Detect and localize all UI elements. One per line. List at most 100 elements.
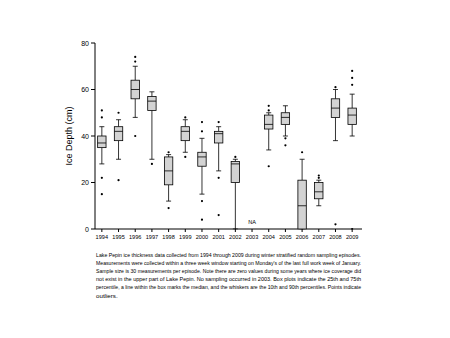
outlier <box>284 144 286 146</box>
box <box>181 127 189 141</box>
whisker-high <box>302 159 303 180</box>
y-tick-label: 60 <box>81 86 89 93</box>
median <box>214 133 222 134</box>
whisker-cap-low <box>199 194 204 195</box>
outlier <box>101 109 103 111</box>
whisker-cap-low <box>350 136 355 137</box>
whisker-cap-low <box>149 159 154 160</box>
caption-line: outliers. <box>96 292 118 299</box>
x-tick-label: 2001 <box>212 234 224 240</box>
caption-line: Sample size is 30 measurements per episo… <box>96 267 361 274</box>
y-tick <box>91 89 95 90</box>
x-tick <box>185 229 186 232</box>
box <box>114 127 122 141</box>
median <box>131 89 139 90</box>
whisker-cap-high <box>233 159 238 160</box>
whisker-high <box>218 127 219 132</box>
whisker-low <box>201 166 202 194</box>
outlier <box>218 214 220 216</box>
x-tick <box>252 229 253 232</box>
whisker-high <box>135 66 136 80</box>
x-tick <box>101 229 102 232</box>
whisker-high <box>185 120 186 127</box>
y-tick-label: 40 <box>81 133 89 140</box>
outlier <box>201 121 203 123</box>
box <box>98 136 106 148</box>
outlier <box>234 156 236 158</box>
outlier <box>151 163 153 165</box>
whisker-cap-high <box>283 105 288 106</box>
whisker-cap-low <box>116 159 121 160</box>
plot-area <box>98 56 357 230</box>
whisker-cap-high <box>333 89 338 90</box>
x-tick-label: 1998 <box>162 234 174 240</box>
whisker-low <box>168 185 169 201</box>
y-tick-label: 20 <box>81 179 89 186</box>
x-tick <box>218 229 219 232</box>
whisker-cap-low <box>266 149 271 150</box>
y-tick <box>91 43 95 44</box>
whisker-low <box>318 199 319 206</box>
outlier <box>284 137 286 139</box>
x-tick <box>335 229 336 232</box>
median <box>98 142 106 143</box>
x-tick-label: 2008 <box>329 234 341 240</box>
whisker-cap-low <box>283 136 288 137</box>
outlier <box>318 177 320 179</box>
box <box>281 113 289 125</box>
whisker-cap-high <box>149 91 154 92</box>
outlier <box>117 112 119 114</box>
x-tick <box>168 229 169 232</box>
x-tick-label: 2006 <box>296 234 308 240</box>
median <box>281 117 289 118</box>
x-tick-label: 1997 <box>146 234 158 240</box>
x-tick-label: 2004 <box>262 234 274 240</box>
x-tick-label: 2000 <box>196 234 208 240</box>
x-tick-label: 2002 <box>229 234 241 240</box>
box <box>348 108 356 124</box>
whisker-cap-low <box>99 163 104 164</box>
whisker-cap-high <box>116 119 121 120</box>
whisker-low <box>352 124 353 136</box>
y-tick-label: 0 <box>85 226 89 233</box>
x-tick-label: 1995 <box>112 234 124 240</box>
median <box>114 131 122 132</box>
x-tick <box>118 229 119 232</box>
outlier <box>334 223 336 225</box>
outlier <box>167 207 169 209</box>
x-tick <box>285 229 286 232</box>
outlier <box>218 121 220 123</box>
box <box>231 162 239 183</box>
y-tick <box>91 229 95 230</box>
y-tick-label: 80 <box>81 40 89 47</box>
y-tick <box>91 136 95 137</box>
whisker-cap-low <box>216 170 221 171</box>
box <box>298 180 306 229</box>
outlier <box>101 193 103 195</box>
x-tick <box>302 229 303 232</box>
whisker-cap-high <box>300 159 305 160</box>
whisker-cap-high <box>316 180 321 181</box>
caption-line: not exist in the upper part of Lake Pepi… <box>96 275 361 282</box>
whisker-low <box>118 141 119 160</box>
y-axis-label: Ice Depth (cm) <box>64 106 74 165</box>
outlier <box>201 219 203 221</box>
x-tick-label: 1994 <box>96 234 108 240</box>
median <box>265 124 273 125</box>
outlier <box>184 156 186 158</box>
outlier <box>167 151 169 153</box>
box <box>214 131 222 143</box>
box <box>164 157 172 185</box>
whisker-low <box>101 148 102 164</box>
outlier <box>101 116 103 118</box>
whisker-low <box>151 110 152 159</box>
caption-line: percentile, a line within the box marks … <box>96 283 361 290</box>
x-tick-label: 2007 <box>313 234 325 240</box>
outlier <box>268 165 270 167</box>
whisker-cap-high <box>199 138 204 139</box>
whisker-high <box>101 127 102 136</box>
median <box>315 191 323 192</box>
whisker-cap-low <box>133 117 138 118</box>
outlier <box>351 84 353 86</box>
whisker-cap-low <box>233 229 238 230</box>
